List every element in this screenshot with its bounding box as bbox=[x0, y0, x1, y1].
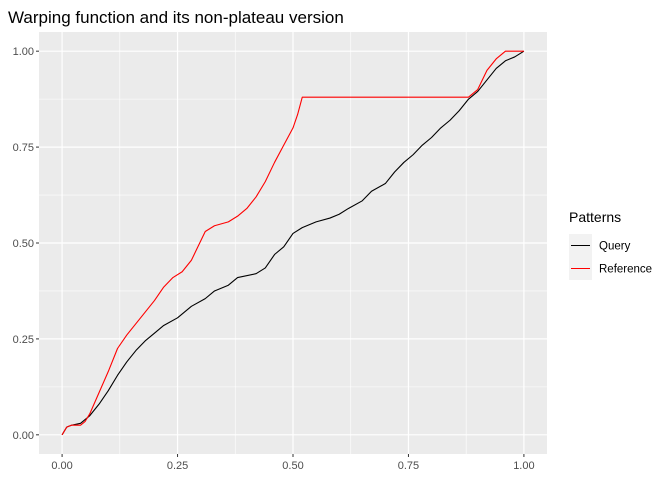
series-line-query bbox=[61, 50, 525, 436]
y-tick-label: 0.25 bbox=[13, 334, 34, 346]
legend-title: Patterns bbox=[569, 209, 621, 225]
series-line-reference bbox=[61, 50, 524, 436]
y-tick-label: 0.75 bbox=[13, 142, 34, 154]
y-tick-label: 0.00 bbox=[13, 430, 34, 442]
legend: Patterns Query Reference bbox=[569, 209, 652, 280]
grid-major bbox=[39, 32, 547, 454]
x-tick-label: 1.00 bbox=[513, 460, 534, 472]
legend-label-query: Query bbox=[599, 241, 631, 253]
x-tick-label: 0.50 bbox=[282, 460, 303, 472]
y-tick-label: 0.50 bbox=[13, 238, 34, 250]
legend-items: Query Reference bbox=[569, 234, 652, 280]
y-tick-label: 1.00 bbox=[13, 46, 34, 58]
series-layer bbox=[61, 50, 525, 436]
legend-label-reference: Reference bbox=[599, 264, 652, 276]
chart-title: Warping function and its non-plateau ver… bbox=[8, 8, 344, 27]
x-tick-label: 0.00 bbox=[51, 460, 72, 472]
axis-ticks: 0.00 0.25 0.50 0.75 1.00 0.00 0.25 0.50 0.75 1.00 bbox=[13, 46, 535, 472]
x-tick-label: 0.25 bbox=[167, 460, 188, 472]
x-tick-label: 0.75 bbox=[398, 460, 419, 472]
